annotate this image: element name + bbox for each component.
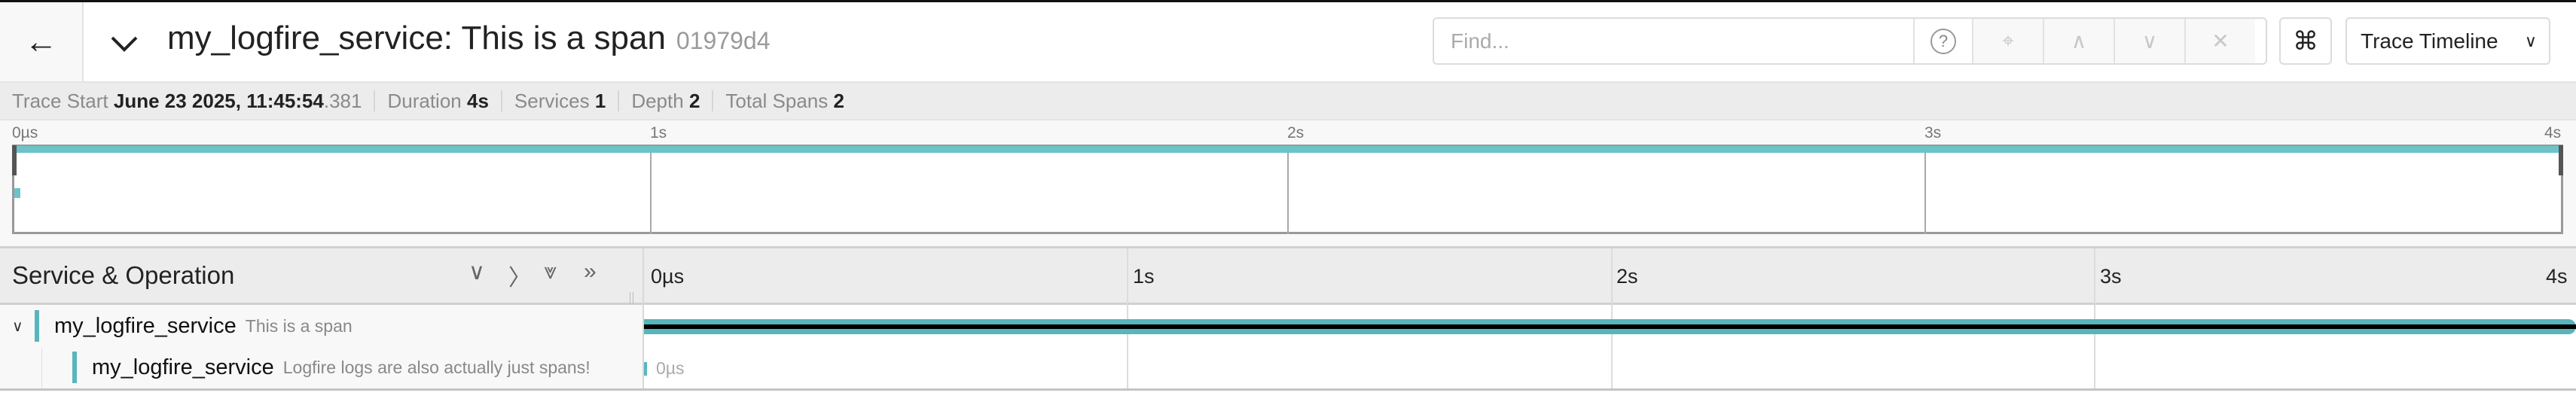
timeline-tick: 1s — [1133, 265, 1155, 288]
ruler-tick: 4s — [2544, 124, 2562, 142]
label: Depth — [631, 89, 684, 112]
trace-title: my_logfire_service: This is a span — [167, 20, 666, 56]
trace-start: Trace Start June 23 2025, 11:45:54.381 — [12, 90, 362, 113]
ruler-tick: 1s — [650, 124, 667, 142]
timeline-tick: 2s — [1616, 265, 1638, 288]
span-row[interactable]: my_logfire_service Logfire logs are also… — [0, 346, 644, 388]
trace-id: 01979d4 — [676, 27, 771, 54]
span-critical-path — [644, 324, 2576, 329]
tree-guide — [41, 349, 42, 389]
back-button[interactable]: ← — [0, 2, 84, 81]
span-bar[interactable] — [644, 362, 647, 376]
label: Services — [514, 89, 590, 112]
chevron-down-icon: ∨ — [2141, 29, 2158, 53]
view-select[interactable]: Trace Timeline ∨ — [2346, 17, 2550, 65]
service-name: my_logfire_service — [92, 355, 274, 379]
expand-all-button[interactable]: » — [584, 259, 597, 284]
label: Trace Start — [12, 89, 108, 112]
label: Duration — [387, 89, 462, 112]
operation-name: Logfire logs are also actually just span… — [282, 357, 591, 377]
find-bar: ? ⌖ ∧ ∨ ✕ — [1433, 17, 2267, 65]
collapse-one-button[interactable]: ∨ — [469, 260, 485, 285]
close-icon: ✕ — [2211, 29, 2230, 53]
services: Services 1 — [514, 90, 606, 113]
service-name: my_logfire_service — [54, 313, 237, 338]
column-resize-handle[interactable] — [630, 292, 633, 304]
timeline-header — [0, 248, 2576, 305]
chevron-down-icon — [111, 36, 138, 52]
minimap-gridline — [1924, 153, 1926, 234]
trace-stats-bar: Trace Start June 23 2025, 11:45:54.381 D… — [0, 81, 2576, 120]
chevron-down-icon: ∨ — [2524, 31, 2537, 50]
service-color-bar — [72, 352, 77, 383]
chevron-down-icon[interactable]: ∨ — [12, 318, 23, 335]
minimap-left-handle[interactable] — [12, 145, 17, 175]
total-spans: Total Spans 2 — [725, 90, 844, 113]
next-match-button[interactable]: ∨ — [2114, 19, 2184, 63]
value: 2 — [833, 89, 844, 112]
page-title: my_logfire_service: This is a span 01979d… — [167, 20, 771, 57]
expand-one-button[interactable]: 〉 — [508, 266, 531, 291]
depth: Depth 2 — [631, 90, 700, 113]
help-button[interactable]: ? — [1913, 19, 1972, 63]
find-input[interactable] — [1434, 19, 1913, 63]
minimap-child-span — [14, 188, 20, 198]
operation-name: This is a span — [245, 315, 353, 336]
timeline-tick: 4s — [2546, 265, 2568, 288]
divider — [500, 90, 502, 111]
locate-button[interactable]: ⌖ — [1972, 19, 2043, 63]
timeline-tick: 3s — [2100, 265, 2122, 288]
timeline-tick: 0µs — [651, 265, 685, 288]
help-icon: ? — [1930, 28, 1956, 54]
label: Total Spans — [725, 89, 829, 112]
divider — [712, 90, 714, 111]
divider — [374, 90, 376, 111]
view-select-value: Trace Timeline — [2361, 29, 2498, 53]
collapse-button[interactable] — [105, 21, 143, 66]
divider — [618, 90, 620, 111]
minimap-gridline — [1287, 153, 1289, 234]
ruler-tick: 0µs — [12, 124, 38, 142]
arrow-left-icon: ← — [24, 23, 58, 60]
ruler-tick: 3s — [1924, 124, 1942, 142]
service-color-bar — [35, 310, 39, 342]
value: 2 — [688, 89, 700, 112]
value: June 23 2025, 11:45:54 — [113, 89, 324, 112]
value: 1 — [594, 89, 606, 112]
span-tree-panel — [0, 305, 644, 391]
ruler-tick: 2s — [1287, 124, 1305, 142]
value: 4s — [466, 89, 489, 112]
minimap-span-bar — [12, 145, 2563, 153]
duration: Duration 4s — [387, 90, 488, 113]
prev-match-button[interactable]: ∧ — [2043, 19, 2114, 63]
collapse-all-button[interactable]: ⩔ — [544, 259, 557, 284]
crosshair-icon: ⌖ — [2002, 29, 2014, 52]
command-icon: ⌘ — [2293, 26, 2318, 56]
column-title: Service & Operation — [12, 261, 235, 289]
span-row[interactable]: ∨ my_logfire_service This is a span — [0, 307, 644, 345]
table-bottom-border — [0, 388, 2576, 391]
value-ms: .381 — [323, 89, 362, 112]
keyboard-shortcuts-button[interactable]: ⌘ — [2279, 17, 2332, 65]
clear-find-button[interactable]: ✕ — [2184, 19, 2255, 63]
chevron-up-icon: ∧ — [2071, 29, 2087, 53]
span-duration-label: 0µs — [656, 358, 685, 378]
minimap-right-handle[interactable] — [2559, 145, 2563, 175]
panel-divider[interactable] — [642, 248, 644, 391]
top-border — [0, 0, 2576, 2]
minimap-gridline — [650, 153, 652, 234]
